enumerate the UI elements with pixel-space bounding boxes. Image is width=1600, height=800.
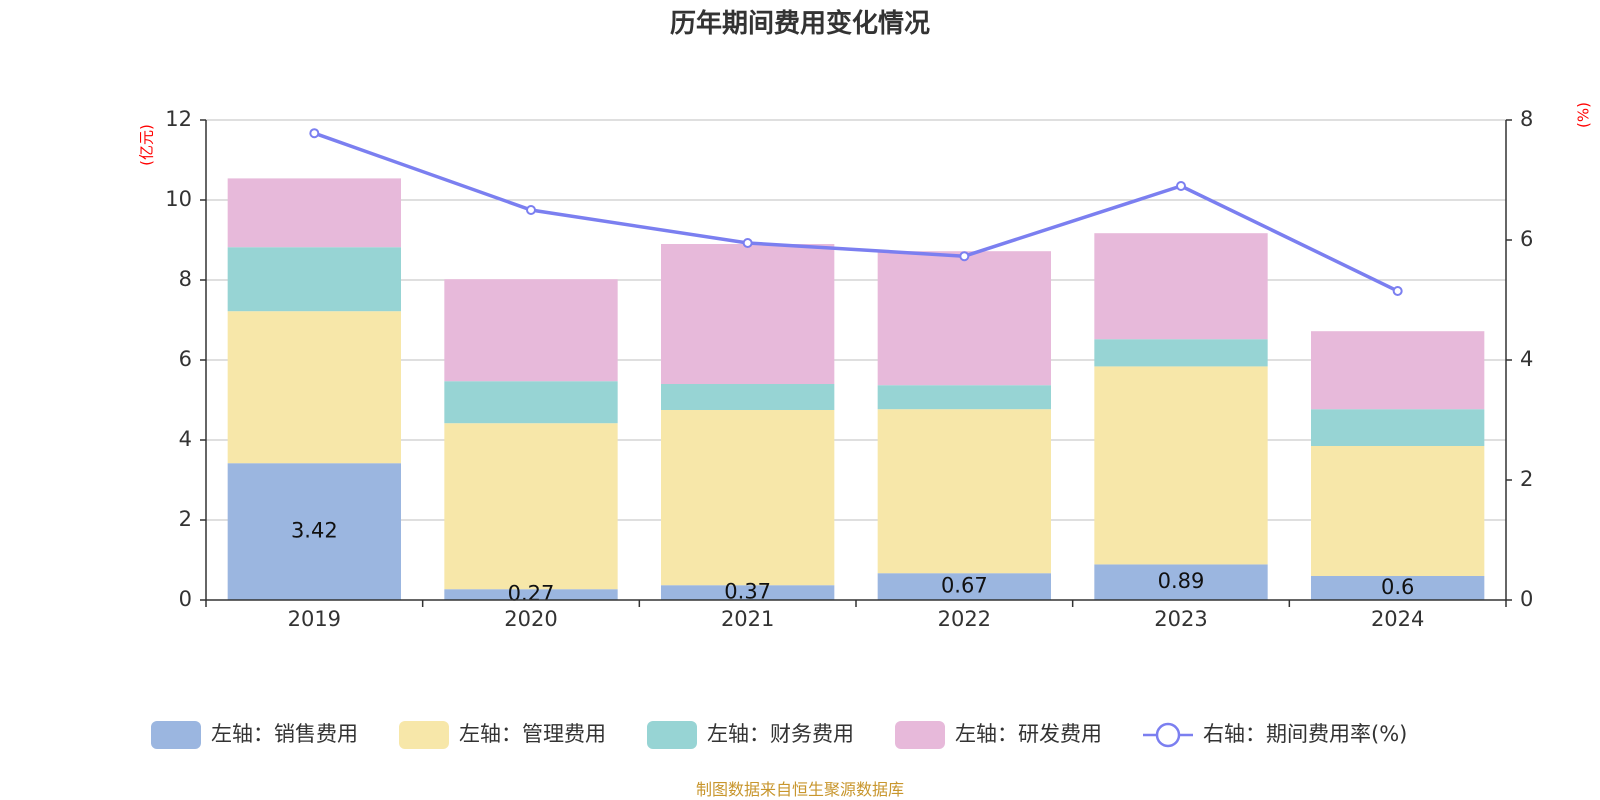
bar-segment [1094,564,1268,600]
rate-line-point [309,128,320,139]
legend-swatch [895,721,945,749]
left-axis-tick-label: 10 [165,187,192,211]
left-axis-tick-label: 4 [179,427,192,451]
legend-label: 左轴：销售费用 [211,722,358,746]
bar-data-label: 0.6 [1381,575,1414,599]
bar-segment [877,573,1051,600]
bar-segment [444,279,618,382]
right-axis-tick-label: 2 [1520,467,1533,491]
bar-segment [227,247,401,312]
right-axis-tick-label: 0 [1520,587,1533,611]
legend-label: 右轴：期间费用率(%) [1203,722,1407,746]
right-axis-tick-label: 6 [1520,227,1533,251]
rate-line [313,131,1399,293]
legend-label: 左轴：财务费用 [707,722,854,746]
right-axis-tick-label: 4 [1520,347,1533,371]
bar-segment [444,589,618,600]
bar-segment [877,385,1051,410]
left-axis-tick-label: 0 [179,587,192,611]
x-axis-tick-label: 2019 [288,607,341,631]
bar-segment [1311,331,1485,410]
rate-line-point [1176,181,1186,191]
chart-title: 历年期间费用变化情况 [670,8,930,39]
bar-segment [661,410,835,586]
bar-segment [227,463,401,600]
bar-data-label: 0.27 [508,582,555,606]
rate-line-series [309,128,1403,296]
bar-segment [877,409,1051,574]
right-axis-unit: (%) [1575,102,1593,128]
bar-segment [1311,409,1485,446]
rate-line-point [742,238,753,248]
legend-label: 左轴：研发费用 [955,722,1102,746]
x-axis-tick-label: 2021 [721,607,774,631]
bar-data-label: 0.89 [1158,569,1205,593]
rate-line-point [959,251,970,262]
bar-segment [661,585,835,600]
legend-swatch [399,721,449,749]
bar-segment [877,251,1051,386]
x-axis-tick-label: 2023 [1154,607,1207,631]
bar-segment [227,311,401,464]
bar-segment [1094,233,1268,340]
legend-swatch [151,721,201,749]
legend-line-marker [1155,722,1181,748]
legend-label: 左轴：管理费用 [459,722,606,746]
bar-segment [227,178,401,248]
bar-segment [444,423,618,590]
rate-line-point [1392,286,1403,296]
x-axis-tick-label: 2020 [504,607,557,631]
axes: 0 2 4 6 8 10 12 0 2 4 6 8 2019 2020 2021 2022 2023 2024 [165,107,1533,631]
x-axis-tick-label: 2024 [1371,607,1424,631]
bar-segment [661,244,835,384]
gridlines [206,119,1506,521]
bar-segment [1094,339,1268,367]
legend-swatch [647,721,697,749]
bar-segment [1311,576,1485,600]
bar-data-label: 3.42 [291,519,338,543]
left-axis-tick-label: 2 [179,507,192,531]
source-note: 制图数据来自恒生聚源数据库 [696,780,904,799]
bar-segment [661,384,835,410]
right-axis-tick-label: 8 [1520,107,1533,131]
left-axis-tick-label: 8 [179,267,192,291]
bar-segment [1311,446,1485,576]
bar-segment [1094,366,1268,565]
left-axis-unit: (亿元) [138,124,156,166]
rate-line-point [526,205,536,215]
legend: 左轴：销售费用 左轴：管理费用 左轴：财务费用 左轴：研发费用 右轴：期间费用率(%) [151,721,1407,749]
bar-data-label: 0.67 [941,574,988,598]
bar-segment [444,381,618,424]
left-axis-tick-label: 6 [179,347,192,371]
bar-series: 3.420.27 0.37 0.67 0.89 0.6 [227,178,1485,606]
left-axis-tick-label: 12 [165,107,192,131]
x-axis-tick-label: 2022 [938,607,991,631]
